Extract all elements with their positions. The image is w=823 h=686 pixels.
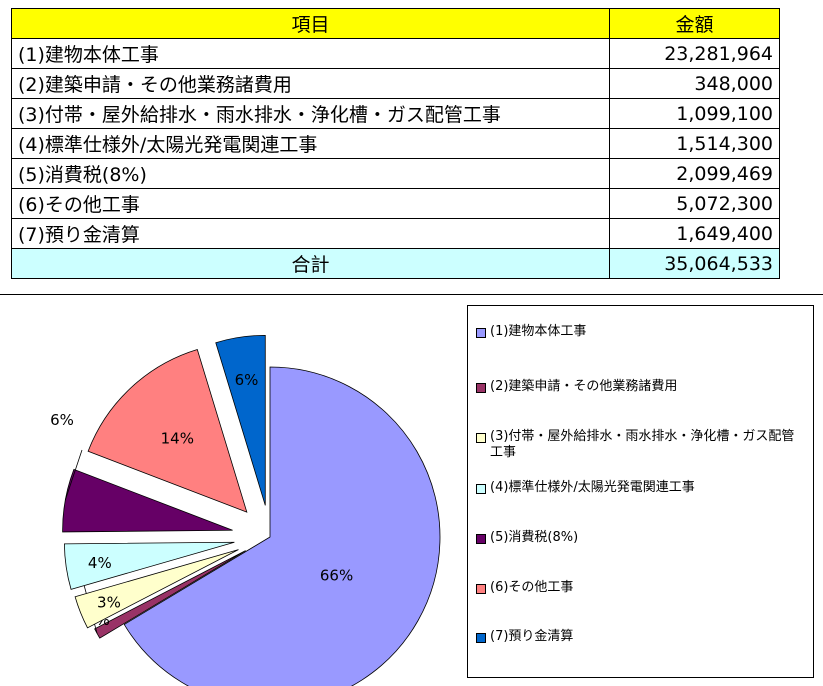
table-row: (3)付帯・屋外給排水・雨水排水・浄化槽・ガス配管工事 1,099,100 — [11, 98, 780, 129]
slice-percent-label: 6% — [50, 411, 74, 429]
chart-legend: (1)建物本体工事 (2)建築申請・その他業務諸費用 (3)付帯・屋外給排水・雨水排… — [467, 305, 814, 678]
legend-label: (5)消費税(8%) — [490, 530, 579, 545]
cost-table: 項目 金額 (1)建物本体工事 23,281,964 (2)建築申請・その他業務諸… — [11, 8, 780, 279]
pie-slice — [87, 348, 248, 513]
table-row: (4)標準仕様外/太陽光発電関連工事 1,514,300 — [11, 128, 780, 159]
row-amount: 1,649,400 — [609, 218, 780, 249]
leader-line — [64, 449, 83, 501]
row-amount: 1,099,100 — [609, 98, 780, 129]
row-amount: 5,072,300 — [609, 188, 780, 219]
legend-label: (1)建物本体工事 — [490, 324, 587, 339]
table-row: (5)消費税(8%) 2,099,469 — [11, 158, 780, 189]
pie-slice — [94, 550, 246, 639]
legend-item: (4)標準仕様外/太陽光発電関連工事 — [476, 480, 807, 496]
header-amount: 金額 — [609, 8, 780, 39]
row-item: (3)付帯・屋外給排水・雨水排水・浄化槽・ガス配管工事 — [11, 98, 610, 129]
legend-swatch — [476, 383, 486, 393]
total-amount: 35,064,533 — [609, 248, 780, 279]
table-row: (1)建物本体工事 23,281,964 — [11, 38, 780, 69]
pie-slice — [74, 549, 239, 629]
row-item: (5)消費税(8%) — [11, 158, 610, 189]
legend-item: (3)付帯・屋外給排水・雨水排水・浄化槽・ガス配管工事 — [476, 429, 807, 461]
legend-label: (4)標準仕様外/太陽光発電関連工事 — [490, 480, 695, 495]
pie-slice — [62, 468, 233, 533]
pie-slice — [123, 366, 441, 686]
slice-percent-label: 66% — [320, 567, 353, 585]
slice-percent-label: 4% — [88, 554, 112, 572]
legend-item: (7)預り金清算 — [476, 629, 807, 645]
legend-swatch — [476, 484, 486, 494]
row-amount: 23,281,964 — [609, 38, 780, 69]
pie-slice — [215, 334, 266, 506]
table-total-row: 合計 35,064,533 — [11, 248, 780, 279]
row-amount: 348,000 — [609, 68, 780, 99]
table-row: (2)建築申請・その他業務諸費用 348,000 — [11, 68, 780, 99]
total-label: 合計 — [11, 248, 610, 279]
slice-percent-label: 14% — [161, 429, 194, 447]
legend-swatch — [476, 433, 486, 443]
legend-swatch — [476, 328, 486, 338]
row-item: (7)預り金清算 — [11, 218, 610, 249]
row-item: (6)その他工事 — [11, 188, 610, 219]
legend-label: (6)その他工事 — [490, 580, 574, 595]
legend-item: (5)消費税(8%) — [476, 530, 807, 546]
row-item: (2)建築申請・その他業務諸費用 — [11, 68, 610, 99]
header-item: 項目 — [11, 8, 610, 39]
slice-percent-label: 6% — [235, 371, 259, 389]
legend-item: (6)その他工事 — [476, 580, 807, 596]
legend-label: (3)付帯・屋外給排水・雨水排水・浄化槽・ガス配管工事 — [490, 429, 795, 460]
row-item: (4)標準仕様外/太陽光発電関連工事 — [11, 128, 610, 159]
pie-chart: 66%1%3%4%6%14%6% — [50, 334, 441, 686]
legend-label: (7)預り金清算 — [490, 629, 574, 644]
divider — [0, 294, 823, 295]
legend-swatch — [476, 584, 486, 594]
legend-item: (1)建物本体工事 — [476, 324, 807, 340]
table-header-row: 項目 金額 — [11, 8, 780, 39]
legend-item: (2)建築申請・その他業務諸費用 — [476, 379, 807, 395]
slice-percent-label: 3% — [97, 593, 121, 611]
pie-slice — [63, 541, 235, 590]
legend-label: (2)建築申請・その他業務諸費用 — [490, 379, 678, 394]
row-amount: 2,099,469 — [609, 158, 780, 189]
row-amount: 1,514,300 — [609, 128, 780, 159]
legend-swatch — [476, 534, 486, 544]
table-row: (7)預り金清算 1,649,400 — [11, 218, 780, 249]
legend-swatch — [476, 633, 486, 643]
table-row: (6)その他工事 5,072,300 — [11, 188, 780, 219]
row-item: (1)建物本体工事 — [11, 38, 610, 69]
